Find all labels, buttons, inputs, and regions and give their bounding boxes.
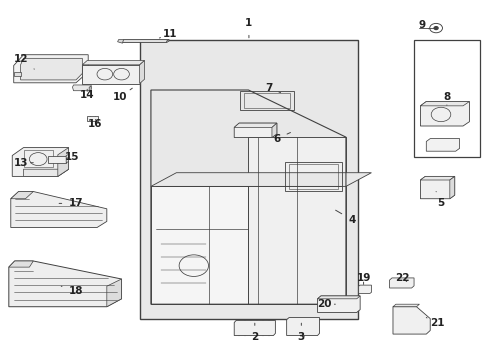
Polygon shape — [359, 285, 371, 293]
Text: 20: 20 — [317, 299, 335, 309]
Polygon shape — [234, 320, 275, 336]
Polygon shape — [272, 123, 277, 138]
Polygon shape — [393, 304, 419, 307]
Text: 11: 11 — [159, 29, 178, 39]
Text: 21: 21 — [426, 318, 444, 328]
Polygon shape — [167, 40, 169, 42]
Polygon shape — [318, 296, 360, 299]
Text: 9: 9 — [419, 20, 429, 30]
Polygon shape — [122, 40, 169, 42]
Polygon shape — [318, 296, 360, 312]
Polygon shape — [82, 65, 140, 84]
Bar — [140, 40, 358, 319]
Polygon shape — [11, 192, 33, 199]
Text: 8: 8 — [443, 92, 450, 105]
Polygon shape — [14, 55, 88, 83]
Polygon shape — [151, 173, 371, 186]
Bar — [414, 40, 480, 157]
Polygon shape — [420, 102, 469, 106]
Text: 3: 3 — [298, 323, 305, 342]
Polygon shape — [21, 58, 82, 80]
Polygon shape — [11, 192, 107, 228]
Bar — [240, 91, 294, 110]
Text: 22: 22 — [395, 273, 410, 283]
Text: 5: 5 — [436, 192, 444, 208]
Polygon shape — [248, 137, 346, 304]
Polygon shape — [234, 123, 277, 138]
Text: 12: 12 — [13, 54, 34, 69]
Text: 17: 17 — [59, 198, 83, 208]
Polygon shape — [73, 85, 91, 91]
Polygon shape — [48, 156, 66, 163]
Polygon shape — [87, 116, 98, 121]
Polygon shape — [24, 169, 69, 176]
Polygon shape — [420, 176, 455, 180]
Bar — [285, 162, 342, 191]
Polygon shape — [426, 139, 460, 151]
Polygon shape — [151, 186, 248, 304]
Polygon shape — [118, 40, 123, 43]
Polygon shape — [14, 72, 21, 76]
Polygon shape — [12, 148, 69, 176]
Text: 18: 18 — [61, 286, 83, 296]
Polygon shape — [58, 148, 69, 176]
Text: 10: 10 — [113, 88, 132, 102]
Polygon shape — [234, 123, 277, 127]
Text: 2: 2 — [251, 323, 258, 342]
Text: 19: 19 — [356, 273, 371, 284]
Text: 16: 16 — [88, 119, 103, 129]
Polygon shape — [9, 261, 33, 267]
Polygon shape — [287, 318, 319, 336]
Polygon shape — [9, 261, 122, 307]
Text: 1: 1 — [245, 18, 252, 38]
Polygon shape — [450, 176, 455, 199]
Bar — [289, 164, 338, 189]
Polygon shape — [89, 86, 91, 91]
Polygon shape — [420, 102, 469, 126]
Polygon shape — [66, 154, 69, 163]
Text: 13: 13 — [13, 158, 33, 168]
Polygon shape — [393, 307, 430, 334]
Polygon shape — [390, 278, 414, 288]
Text: 15: 15 — [65, 152, 80, 162]
Text: 6: 6 — [273, 132, 291, 144]
Text: 7: 7 — [265, 83, 281, 93]
Polygon shape — [140, 60, 145, 84]
Polygon shape — [420, 176, 455, 199]
Circle shape — [434, 27, 438, 30]
Polygon shape — [82, 60, 145, 65]
Bar — [244, 93, 290, 108]
Text: 14: 14 — [80, 89, 95, 100]
Polygon shape — [107, 279, 122, 307]
Text: 4: 4 — [336, 210, 356, 225]
